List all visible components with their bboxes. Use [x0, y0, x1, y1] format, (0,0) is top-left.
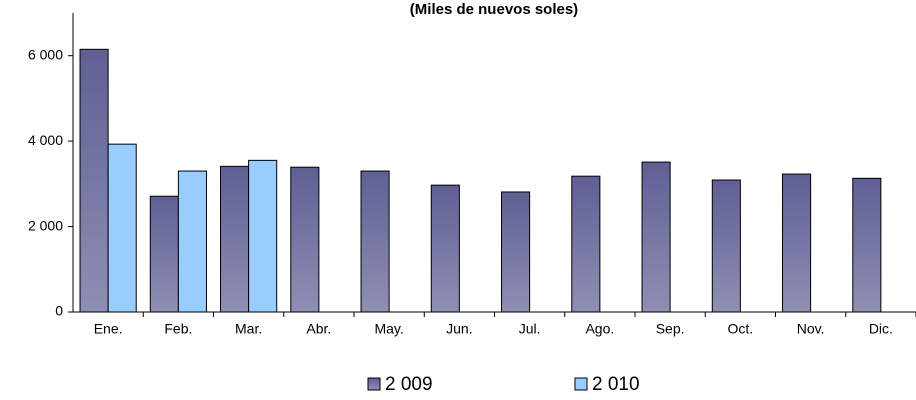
- x-tick-label: Abr.: [306, 321, 331, 337]
- x-tick-label: Ene.: [94, 321, 123, 337]
- x-tick-label: Oct.: [728, 321, 754, 337]
- y-tick-label: 2 000: [28, 217, 63, 233]
- bar: [501, 191, 531, 313]
- bar: [107, 143, 137, 313]
- bar: [641, 161, 671, 313]
- x-tick-label: Dic.: [869, 321, 893, 337]
- bar: [782, 173, 812, 313]
- x-tick-label: May.: [374, 321, 403, 337]
- x-tick-label: Jun.: [446, 321, 472, 337]
- x-tick-label: Ago.: [585, 321, 614, 337]
- bar: [360, 170, 390, 313]
- bar: [571, 175, 601, 313]
- bar: [290, 166, 320, 313]
- x-tick-label: Sep.: [656, 321, 685, 337]
- y-tick-label: 0: [55, 303, 63, 319]
- legend-swatch: [574, 377, 588, 391]
- legend-swatch: [367, 377, 381, 391]
- legend-label: 2 009: [385, 374, 433, 395]
- x-tick-label: Mar.: [235, 321, 262, 337]
- bar: [430, 184, 460, 313]
- bar: [220, 165, 250, 313]
- bar: [149, 195, 179, 313]
- y-tick-label: 4 000: [28, 132, 63, 148]
- x-tick-label: Feb.: [164, 321, 192, 337]
- x-tick-label: Nov.: [797, 321, 825, 337]
- bar: [248, 159, 278, 313]
- bar: [177, 170, 207, 313]
- legend-label: 2 010: [592, 374, 640, 395]
- x-tick-label: Jul.: [519, 321, 541, 337]
- chart-title: (Miles de nuevos soles): [410, 1, 578, 18]
- bar: [79, 48, 109, 313]
- bar: [852, 177, 882, 313]
- bar: [711, 179, 741, 313]
- y-tick-label: 6 000: [28, 46, 63, 62]
